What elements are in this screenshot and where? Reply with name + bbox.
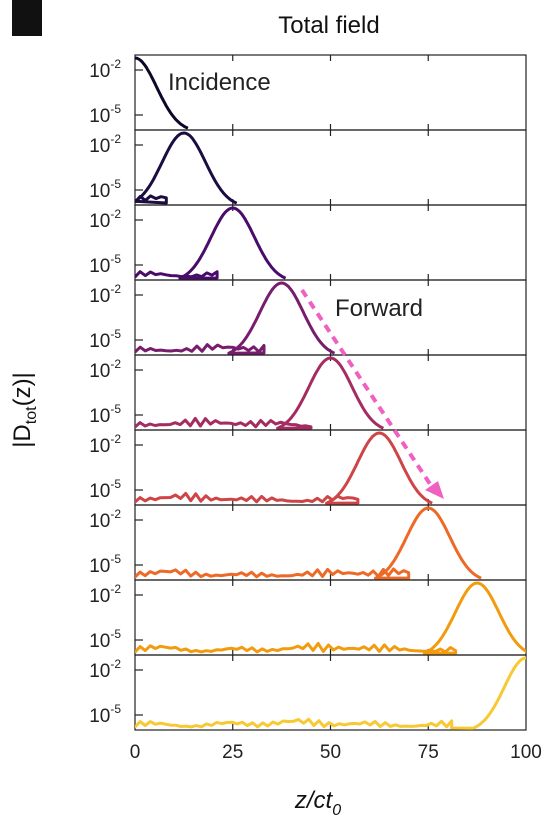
y-tick-label: 10-5: [89, 552, 121, 577]
forward-arrow-head: [425, 481, 444, 499]
y-axis-label: |Dtot(z)|: [9, 372, 40, 448]
x-tick-label: 25: [222, 742, 243, 763]
panel-3: 10-2 10-5: [89, 204, 527, 281]
chart-title: Total field: [278, 12, 379, 39]
series-line-5: [135, 356, 385, 430]
incidence-annotation: Incidence: [168, 69, 271, 96]
series-line-3: [135, 206, 287, 280]
panel-2: 10-2 10-5: [89, 129, 527, 206]
panels: 10-2 10-5 10-2 10-5 10-2 10-5 10-2 10-5 10-2 10-5…: [89, 54, 527, 731]
panel-9: 10-2 10-5: [89, 654, 527, 731]
x-tick-label: 75: [418, 742, 439, 763]
panel-frame: [134, 279, 527, 356]
x-tick-labels: 0 25 50 75 100: [130, 742, 542, 763]
series-line-7: [135, 506, 482, 580]
series-line-9: [135, 656, 526, 730]
y-tick-label: 10-2: [89, 657, 121, 682]
panel-frame: [134, 654, 527, 731]
panel-8: 10-2 10-5: [89, 579, 527, 656]
x-tick-label: 0: [130, 742, 141, 763]
y-tick-label: 10-2: [89, 357, 121, 382]
series-line-4: [135, 281, 336, 355]
y-tick-label: 10-5: [89, 477, 121, 502]
series-line-8: [135, 581, 526, 655]
y-tick-label: 10-5: [89, 627, 121, 652]
y-tick-label: 10-5: [89, 402, 121, 427]
panel-frame: [134, 429, 527, 506]
y-tick-label: 10-2: [89, 507, 121, 532]
series-line-6: [135, 431, 433, 505]
x-tick-label: 100: [510, 742, 542, 763]
y-tick-label: 10-2: [89, 132, 121, 157]
panel-7: 10-2 10-5: [89, 504, 527, 581]
series-line-1: [135, 56, 189, 130]
y-tick-label: 10-5: [89, 327, 121, 352]
panel-4: 10-2 10-5: [89, 279, 527, 356]
panel-1: 10-2 10-5: [89, 54, 527, 131]
y-tick-label: 10-5: [89, 177, 121, 202]
y-tick-label: 10-2: [89, 207, 121, 232]
series-line-2: [135, 131, 238, 205]
x-tick-label: 50: [320, 742, 341, 763]
forward-arrow: [300, 288, 434, 489]
panel-6: 10-2 10-5: [89, 429, 527, 506]
y-tick-label: 10-5: [89, 102, 121, 127]
forward-annotation: Forward: [335, 295, 423, 322]
y-tick-label: 10-2: [89, 582, 121, 607]
corner-block: [12, 0, 42, 36]
y-tick-label: 10-2: [89, 57, 121, 82]
annotations: Incidence Forward: [168, 69, 444, 499]
y-tick-label: 10-2: [89, 432, 121, 457]
x-axis-label: z/ct0: [294, 787, 341, 817]
y-tick-label: 10-5: [89, 252, 121, 277]
y-tick-label: 10-2: [89, 282, 121, 307]
panel-5: 10-2 10-5: [89, 354, 527, 431]
y-tick-label: 10-5: [89, 702, 121, 727]
